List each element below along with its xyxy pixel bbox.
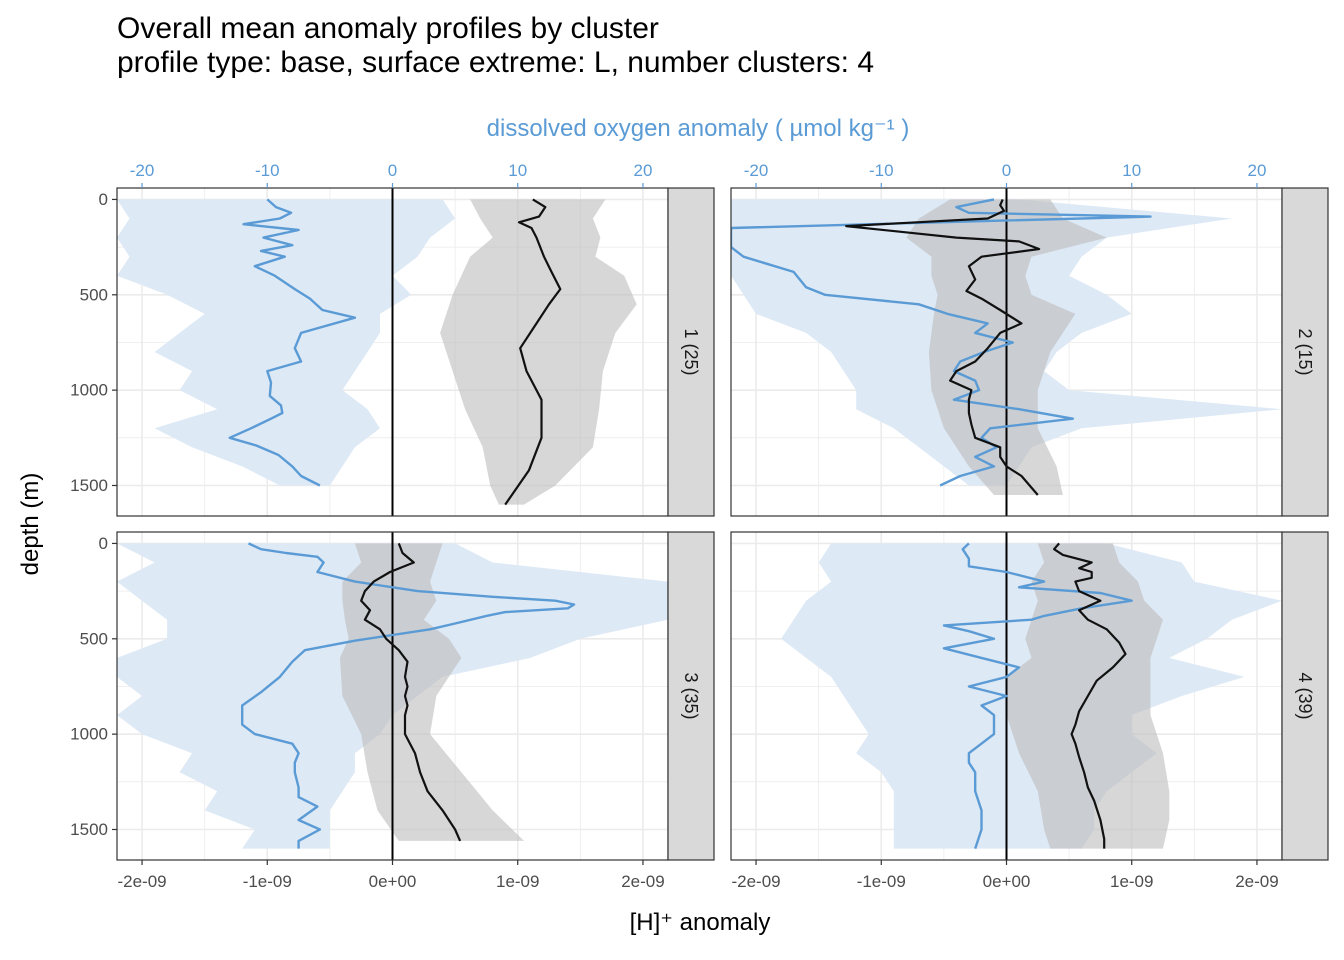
h-range-band [339,543,524,841]
title-block: Overall mean anomaly profiles by cluster… [117,12,874,80]
facet-panel-3: 3 (35) [116,531,715,861]
facet-strip [1281,531,1329,861]
h-range-band [440,199,637,505]
x2-tick-label: -20 [130,161,155,180]
oxygen-range-band [117,199,456,486]
oxygen-mean-line [228,198,357,487]
x-tick-label: 1e-09 [1110,872,1153,891]
oxygen-mean-line [942,542,1133,849]
x2-tick-label: 10 [508,161,527,180]
x-tick-label: 0e+00 [983,872,1031,891]
h-mean-line [504,198,562,506]
facet-panel-2: 2 (15) [730,187,1329,517]
h-mean-line [845,198,1041,496]
x2-tick-label: 20 [633,161,652,180]
x-tick-label: 2e-09 [1235,872,1278,891]
panel-data-layer [781,532,1282,860]
facet-strip [667,531,715,861]
oxygen-mean-line [731,198,1152,487]
facet-strip-label: 2 (15) [1295,328,1315,375]
x-tick-label: -2e-09 [731,872,780,891]
chart-subtitle: profile type: base, surface extreme: L, … [117,46,875,79]
x2-tick-label: 0 [388,161,397,180]
y-tick-label: 0 [99,190,108,209]
h-mean-line [360,543,462,842]
x-tick-label: 1e-09 [496,872,539,891]
x-tick-label: -1e-09 [857,872,906,891]
y-tick-label: 1500 [70,476,108,495]
x2-tick-label: 20 [1247,161,1266,180]
y-tick-label: 0 [99,534,108,553]
facet-strip-label: 1 (25) [681,328,701,375]
x2-tick-label: -10 [869,161,894,180]
facet-strip-label: 4 (39) [1295,672,1315,719]
oxygen-mean-line [241,542,576,849]
y-axis-title: depth (m) [17,473,44,576]
y-tick-label: 1000 [70,725,108,744]
panel-data-layer [117,532,668,860]
y-tick-label: 1000 [70,381,108,400]
x-tick-label: 2e-09 [621,872,664,891]
facet-strip [667,187,715,517]
panel-data-layer [731,188,1282,516]
x-tick-label: 0e+00 [369,872,417,891]
facet-panel-4: 4 (39) [730,531,1329,861]
y-tick-label: 500 [80,629,108,648]
x2-axis-title: dissolved oxygen anomaly ( µmol kg⁻¹ ) [487,115,910,142]
x2-tick-label: 10 [1122,161,1141,180]
x-tick-label: -1e-09 [243,872,292,891]
panel-data-layer [117,188,637,516]
y-tick-label: 1500 [70,820,108,839]
facet-strip-label: 3 (35) [681,672,701,719]
x2-tick-label: -20 [744,161,769,180]
chart-title: Overall mean anomaly profiles by cluster [117,12,659,45]
x-tick-label: -2e-09 [117,872,166,891]
y-tick-label: 500 [80,285,108,304]
x-axis-title: [H]⁺ anomaly [630,909,771,936]
h-mean-line [1053,542,1127,849]
facet-strip [1281,187,1329,517]
x2-tick-label: 0 [1002,161,1011,180]
x2-tick-label: -10 [255,161,280,180]
facet-panel-1: 1 (25) [116,187,715,517]
